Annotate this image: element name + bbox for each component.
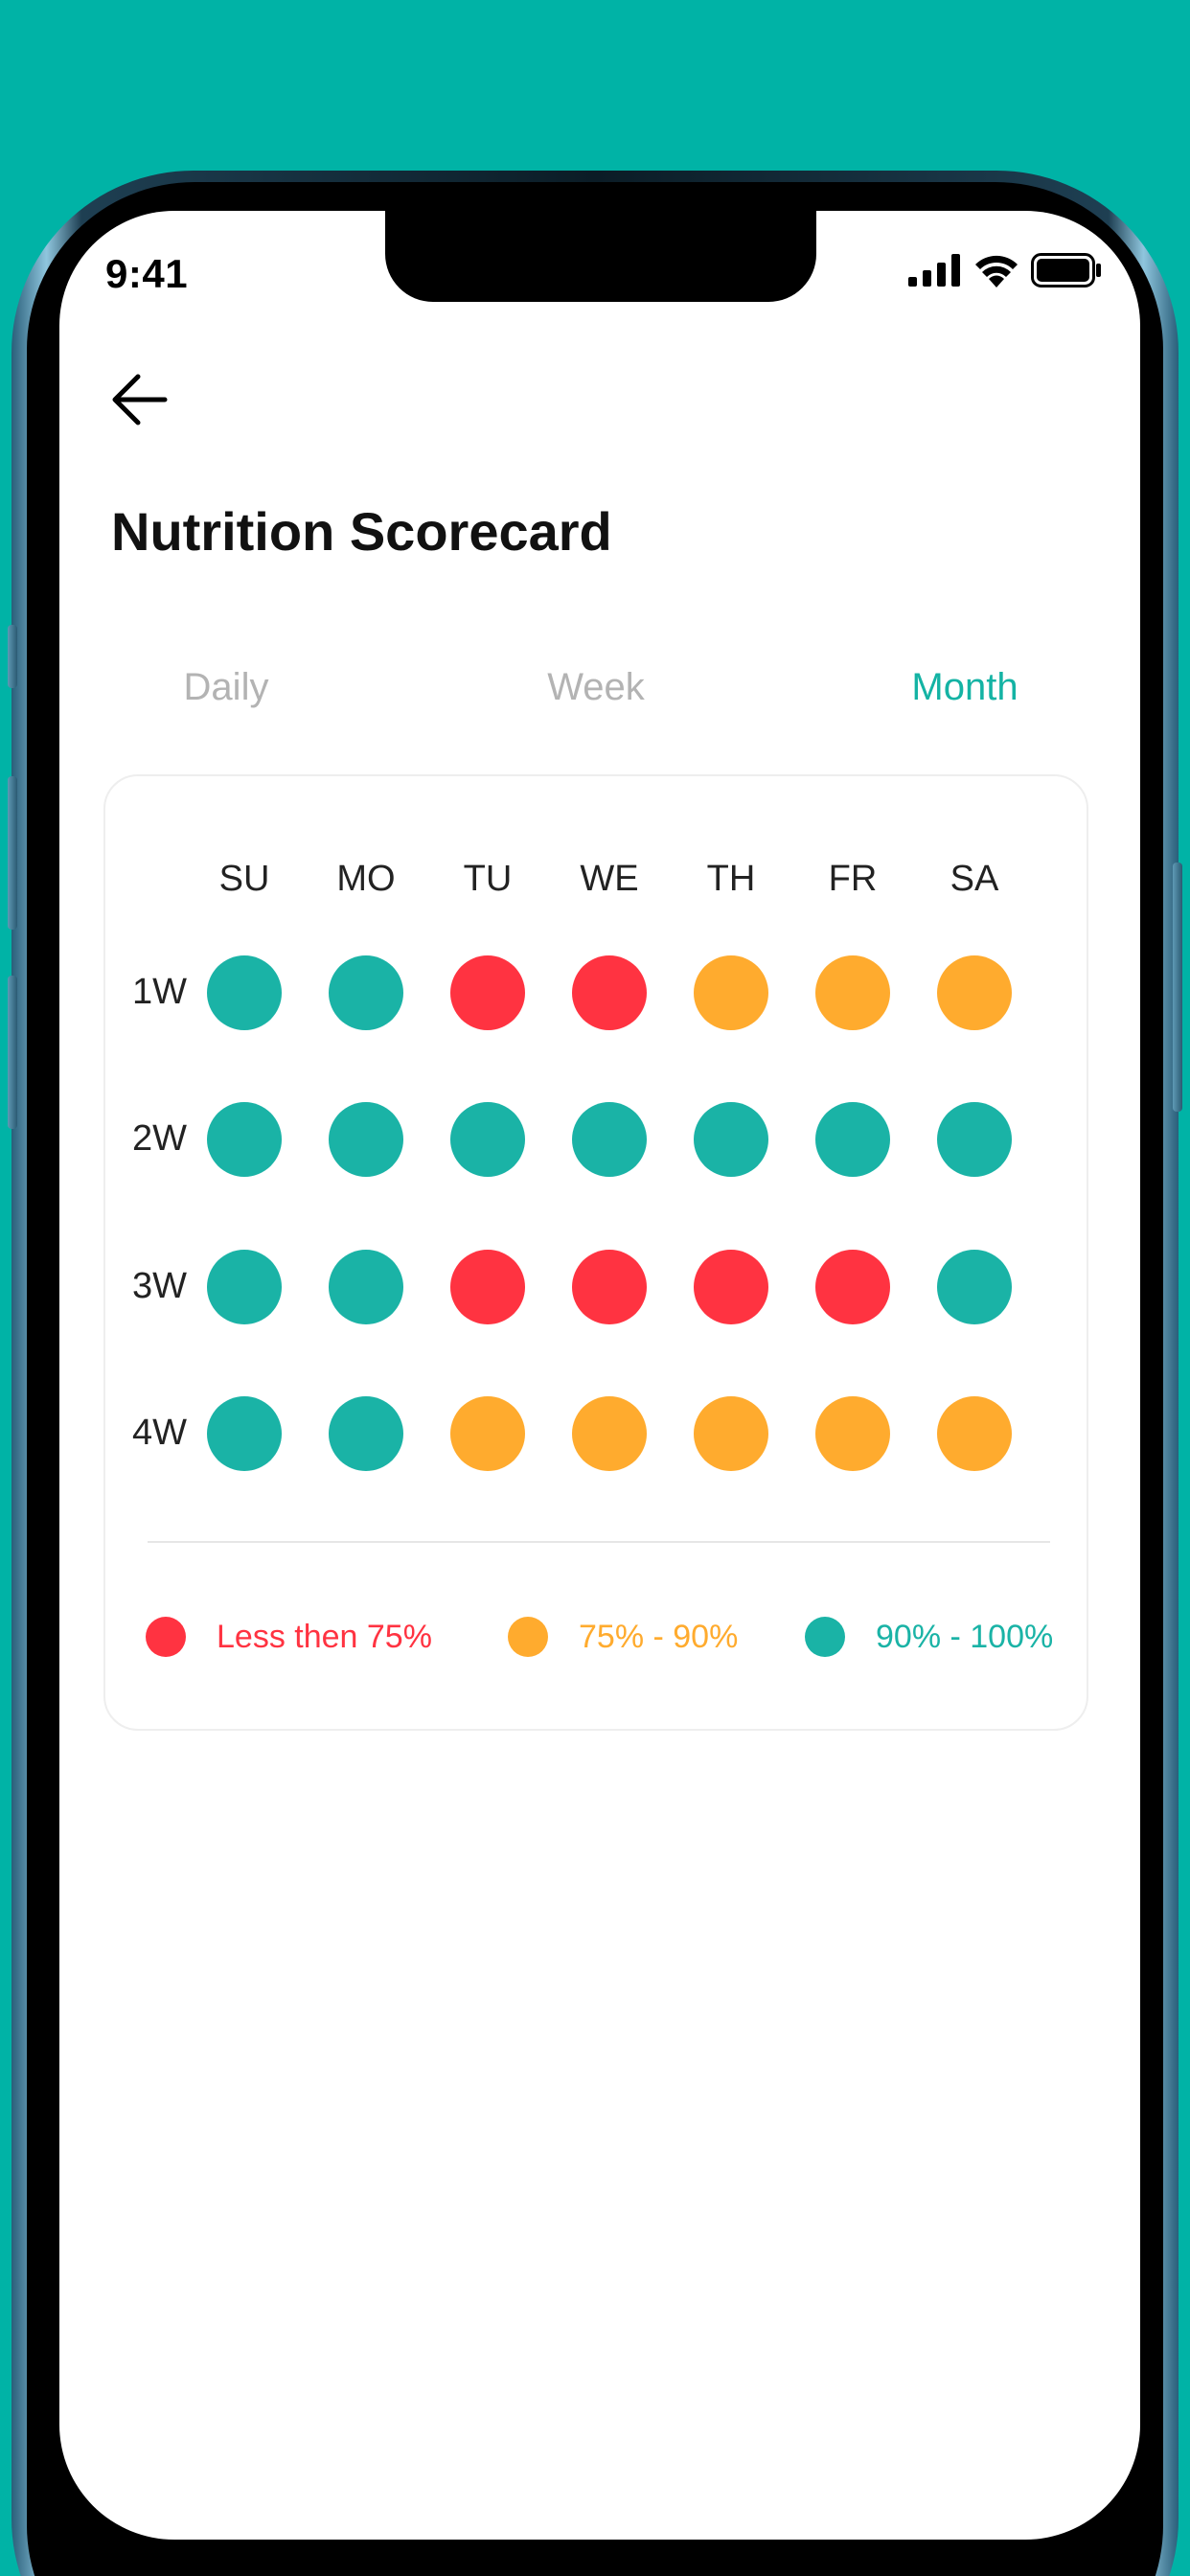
score-dot-1w-fr[interactable] [815, 955, 890, 1030]
wifi-icon [975, 255, 1018, 288]
legend-dot-low [146, 1617, 186, 1657]
score-dot-1w-we[interactable] [572, 955, 647, 1030]
score-dot-3w-sa[interactable] [937, 1250, 1012, 1324]
legend-dot-high [805, 1617, 845, 1657]
score-dot-4w-su[interactable] [207, 1396, 282, 1471]
score-dot-1w-su[interactable] [207, 955, 282, 1030]
tab-week-label: Week [547, 665, 645, 708]
status-icons [908, 253, 1102, 288]
legend-dot-mid [508, 1617, 548, 1657]
score-dot-4w-sa[interactable] [937, 1396, 1012, 1471]
status-time: 9:41 [105, 251, 189, 296]
legend-divider [148, 1541, 1050, 1543]
tab-daily-label: Daily [183, 665, 269, 708]
score-dot-1w-mo[interactable] [329, 955, 403, 1030]
volume-up-button [8, 776, 17, 930]
score-dot-3w-th[interactable] [694, 1250, 768, 1324]
legend-item-low: Less then 75% [146, 1616, 432, 1658]
score-dot-3w-mo[interactable] [329, 1250, 403, 1324]
legend-label-mid: 75% - 90% [579, 1618, 739, 1655]
day-header-tu: TU [463, 859, 513, 899]
legend-label-low: Less then 75% [217, 1618, 432, 1655]
score-dot-4w-th[interactable] [694, 1396, 768, 1471]
period-tabs: Daily Week Month [111, 632, 1081, 937]
week-label-4w: 4W [132, 1413, 187, 1453]
score-dot-2w-fr[interactable] [815, 1102, 890, 1177]
score-dot-2w-su[interactable] [207, 1102, 282, 1177]
score-dot-3w-fr[interactable] [815, 1250, 890, 1324]
score-dot-1w-th[interactable] [694, 955, 768, 1030]
score-dot-4w-tu[interactable] [450, 1396, 525, 1471]
legend-label-high: 90% - 100% [876, 1618, 1054, 1655]
day-header-mo: MO [336, 859, 396, 899]
legend-item-mid: 75% - 90% [508, 1616, 738, 1658]
week-label-1w: 1W [132, 972, 187, 1012]
score-dot-4w-mo[interactable] [329, 1396, 403, 1471]
score-dot-4w-fr[interactable] [815, 1396, 890, 1471]
tab-month-label: Month [911, 665, 1018, 708]
score-dot-2w-sa[interactable] [937, 1102, 1012, 1177]
score-dot-3w-tu[interactable] [450, 1250, 525, 1324]
score-dot-2w-we[interactable] [572, 1102, 647, 1177]
tab-month[interactable]: Month [850, 632, 1080, 742]
day-header-su: SU [218, 859, 270, 899]
day-header-we: WE [580, 859, 639, 899]
score-dot-2w-th[interactable] [694, 1102, 768, 1177]
day-header-fr: FR [828, 859, 878, 899]
score-dot-2w-mo[interactable] [329, 1102, 403, 1177]
signal-icon [908, 254, 960, 287]
phone-screen: 9:41 Nutrition Scor [59, 211, 1140, 2540]
score-dot-3w-we[interactable] [572, 1250, 647, 1324]
legend-item-high: 90% - 100% [805, 1616, 1053, 1658]
arrow-left-icon [112, 374, 168, 426]
volume-down-button [8, 976, 17, 1129]
back-button[interactable] [105, 366, 172, 433]
score-dot-2w-tu[interactable] [450, 1102, 525, 1177]
week-label-2w: 2W [132, 1118, 187, 1159]
day-header-sa: SA [950, 859, 999, 899]
page-title: Nutrition Scorecard [111, 501, 612, 562]
score-dot-1w-sa[interactable] [937, 955, 1012, 1030]
power-button [1173, 862, 1182, 1112]
score-dot-3w-su[interactable] [207, 1250, 282, 1324]
week-label-3w: 3W [132, 1266, 187, 1306]
scorecard-card: Less then 75% 75% - 90% 90% - 100% SU MO T… [103, 774, 1088, 1731]
battery-icon [1031, 253, 1101, 288]
day-header-th: TH [706, 859, 756, 899]
score-dot-4w-we[interactable] [572, 1396, 647, 1471]
tab-week[interactable]: Week [481, 632, 711, 742]
score-dot-1w-tu[interactable] [450, 955, 525, 1030]
silent-switch [8, 625, 17, 688]
notch [385, 211, 816, 302]
tab-daily[interactable]: Daily [111, 632, 341, 742]
